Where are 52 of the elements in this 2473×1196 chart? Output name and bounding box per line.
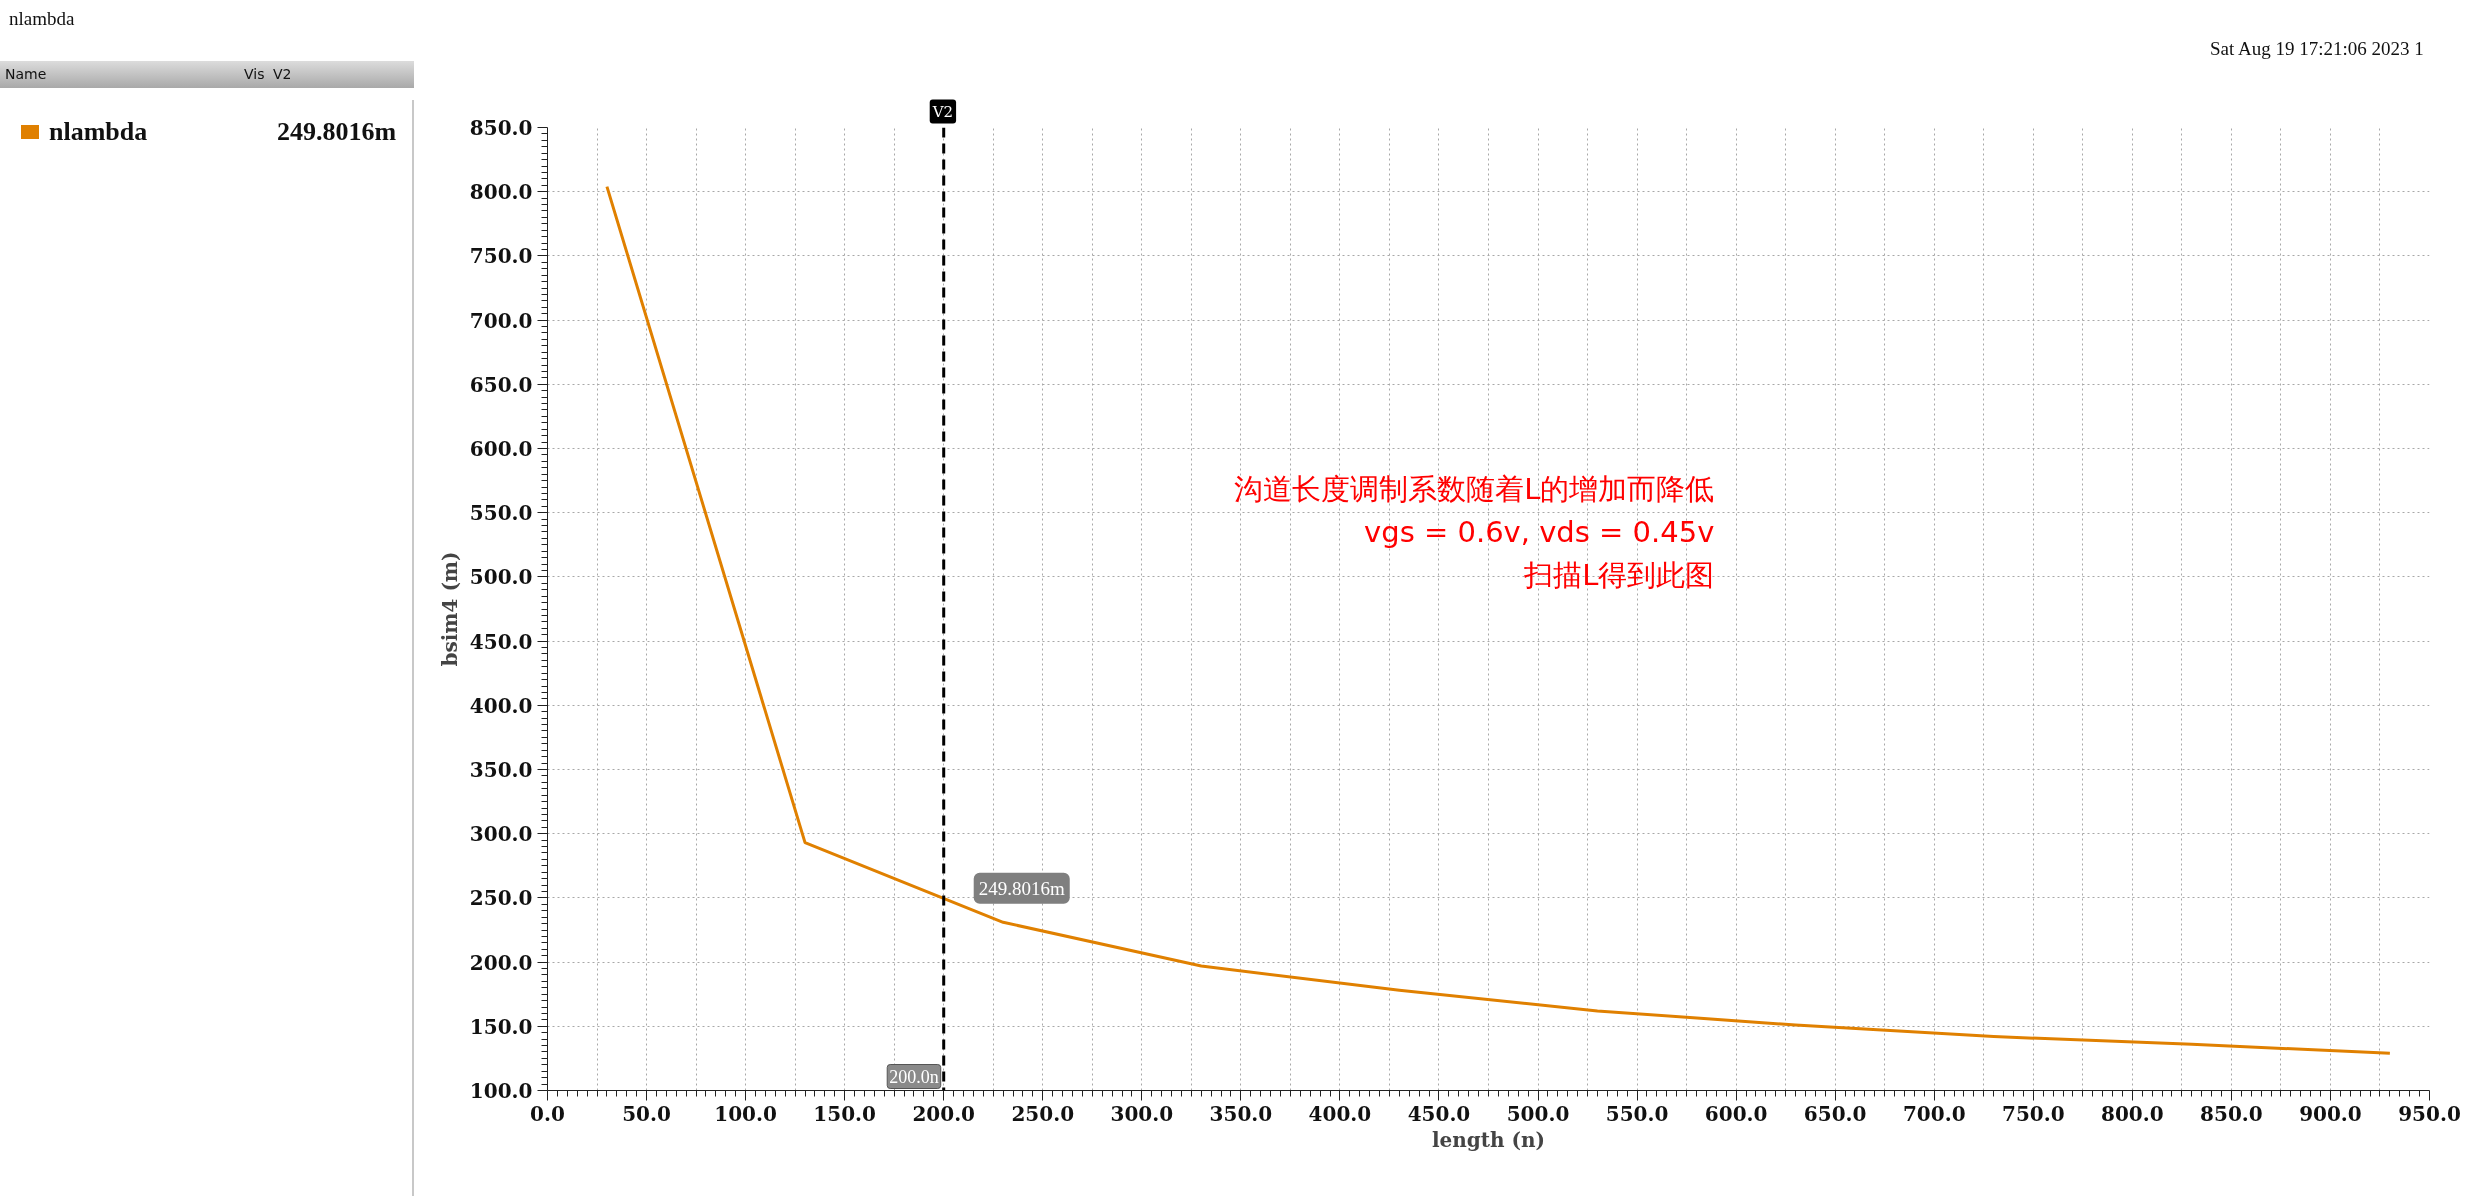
y-tick-label: 350.0 <box>469 758 533 782</box>
text: Name <box>5 65 47 83</box>
y-tick-label: 100.0 <box>469 1079 533 1103</box>
annotation: 沟道长度调制系数随着L的增加而降低 <box>1234 471 1715 506</box>
text: 249.8016m <box>277 116 397 148</box>
y-tick-label: 500.0 <box>469 565 533 590</box>
x-tick-label: 0.0 <box>530 1101 565 1126</box>
y-axis-title: bsim4 (m) <box>437 551 462 667</box>
x-tick-label: 350.0 <box>1209 1101 1273 1126</box>
x-tick-label: 400.0 <box>1308 1101 1372 1126</box>
x-tick-label: 850.0 <box>2200 1101 2263 1126</box>
x-tick-label: 150.0 <box>813 1101 876 1126</box>
text: Vis <box>244 65 265 83</box>
legend-label: nlambda <box>49 116 148 148</box>
y-tick-label: 150.0 <box>469 1014 533 1039</box>
x-tick-label: 650.0 <box>1803 1101 1867 1126</box>
x-tick-label: 450.0 <box>1407 1101 1471 1126</box>
y-tick-label: 650.0 <box>469 372 533 397</box>
annotation: 扫描L得到此图 <box>1523 558 1715 593</box>
x-tick-label: 100.0 <box>714 1101 777 1126</box>
text: Sat Aug 19 17:21:06 2023 1 <box>2209 37 2424 59</box>
annotation: vgs = 0.6v, vds = 0.45v <box>1364 514 1715 549</box>
x-tick-label: 50.0 <box>622 1101 671 1126</box>
x-axis-title: length (n) <box>1431 1127 1546 1152</box>
ref-line-label: V2 <box>931 102 954 121</box>
y-tick-label: 700.0 <box>469 308 533 333</box>
x-tick-label: 550.0 <box>1605 1101 1669 1126</box>
x-tick-label: 750.0 <box>2001 1101 2065 1126</box>
x-tick-label: 700.0 <box>1902 1101 1966 1126</box>
x-tick-label: 250.0 <box>1011 1101 1075 1126</box>
x-tick-label: 900.0 <box>2299 1101 2362 1126</box>
y-tick-label: 300.0 <box>469 822 533 847</box>
annotation: 200.0n <box>889 1066 939 1087</box>
x-tick-label: 200.0 <box>912 1101 976 1126</box>
y-tick-label: 800.0 <box>469 180 533 205</box>
y-tick-label: 250.0 <box>469 886 533 911</box>
line-series <box>605 185 2392 1055</box>
y-tick-label: 200.0 <box>469 950 533 975</box>
y-tick-label: 450.0 <box>469 629 533 654</box>
text: nlambda <box>9 7 75 31</box>
x-tick-label: 950.0 <box>2398 1101 2461 1126</box>
x-tick-label: 800.0 <box>2101 1101 2164 1126</box>
y-tick-label: 850.0 <box>469 116 533 140</box>
text: V2 <box>273 65 292 83</box>
annotation: 249.8016m <box>978 877 1065 899</box>
x-tick-label: 300.0 <box>1110 1101 1174 1126</box>
y-tick-label: 750.0 <box>469 244 533 269</box>
y-tick-label: 550.0 <box>469 501 533 526</box>
y-tick-label: 600.0 <box>469 437 533 461</box>
x-tick-label: 500.0 <box>1506 1101 1570 1126</box>
y-tick-label: 400.0 <box>469 693 533 718</box>
x-tick-label: 600.0 <box>1704 1101 1768 1126</box>
